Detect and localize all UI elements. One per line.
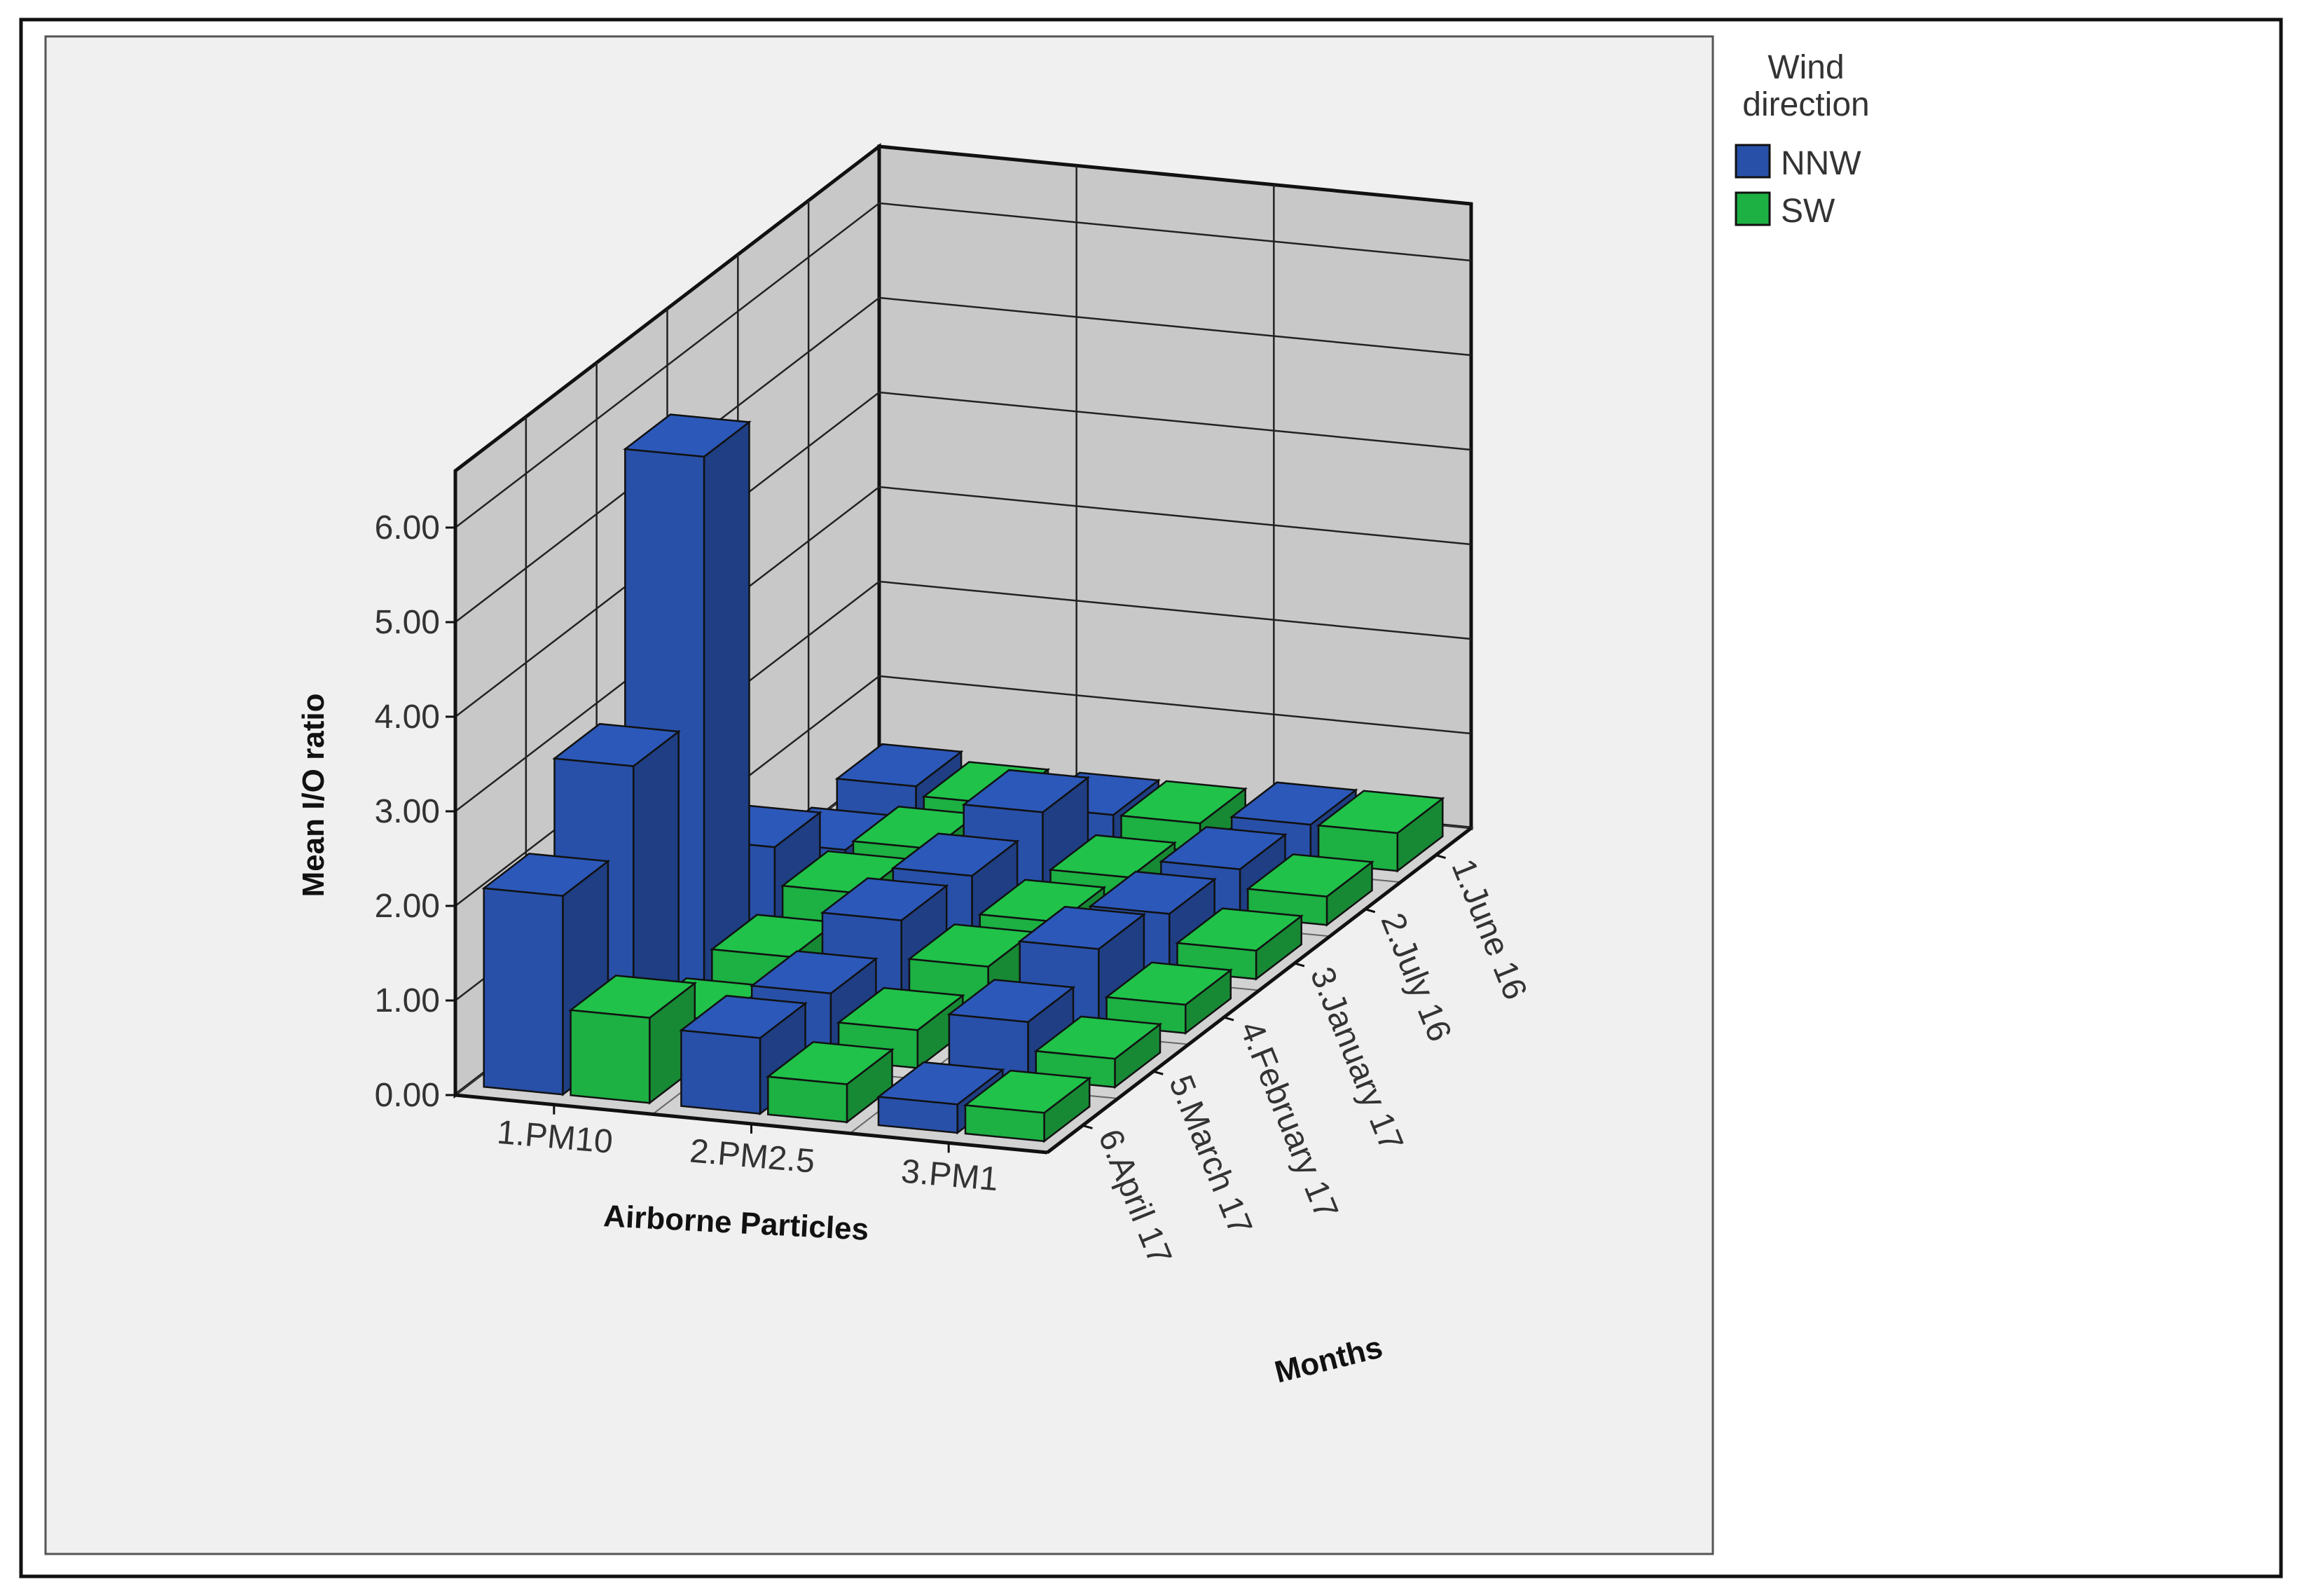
- months-axis-line: [1046, 827, 1473, 1154]
- bar-front-face: [570, 1009, 651, 1104]
- y-tick-label: 1.00: [375, 982, 440, 1019]
- bar-front-face: [877, 1096, 958, 1134]
- bar-sw: [963, 1069, 1092, 1143]
- month-tick-mark: [1152, 1070, 1164, 1075]
- legend-title-line-1: Wind: [1767, 49, 1844, 86]
- back-wall: [877, 144, 1473, 830]
- legend-title-line-2: direction: [1742, 86, 1869, 123]
- y-tick-label: 4.00: [375, 699, 440, 736]
- month-tick-mark: [1082, 1124, 1093, 1129]
- y-tick-label: 3.00: [375, 793, 440, 830]
- y-axis-title: Mean I/O ratio: [296, 694, 331, 897]
- month-tick-mark: [1223, 1016, 1234, 1021]
- month-tick-mark: [1435, 854, 1446, 860]
- y-tick-label: 2.00: [375, 888, 440, 925]
- bar-side-face: [703, 420, 750, 989]
- legend-swatch-sw: [1735, 191, 1771, 226]
- bar-sw: [766, 1041, 895, 1124]
- legend-label-nnw: NNW: [1781, 145, 1861, 182]
- y-tick-label: 0.00: [375, 1077, 440, 1114]
- bar-sw: [1104, 961, 1234, 1036]
- y-tick-label: 6.00: [375, 509, 440, 546]
- bar-nnw: [481, 853, 611, 1096]
- bar-front-face: [680, 1029, 761, 1115]
- month-tick-mark: [1294, 962, 1305, 968]
- month-tick-mark: [1365, 908, 1376, 914]
- bar-front-face: [483, 887, 564, 1096]
- legend: Wind direction NNW SW: [1735, 49, 1870, 230]
- chart-scene: 0.001.002.003.004.005.006.001.PM10 2.PM2.…: [375, 142, 1534, 1270]
- legend-swatch-nnw: [1735, 144, 1771, 179]
- bar-front-face: [767, 1075, 848, 1123]
- bar-sw: [568, 975, 698, 1105]
- y-tick-label: 5.00: [375, 604, 440, 641]
- legend-label-sw: SW: [1781, 193, 1835, 230]
- bar-front-face: [964, 1104, 1045, 1143]
- x-category-label: 3.PM1: [900, 1153, 1000, 1198]
